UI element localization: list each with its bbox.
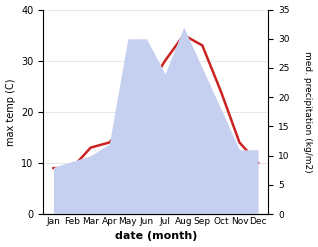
- Y-axis label: med. precipitation (kg/m2): med. precipitation (kg/m2): [303, 51, 313, 173]
- X-axis label: date (month): date (month): [114, 231, 197, 242]
- Y-axis label: max temp (C): max temp (C): [5, 78, 16, 145]
